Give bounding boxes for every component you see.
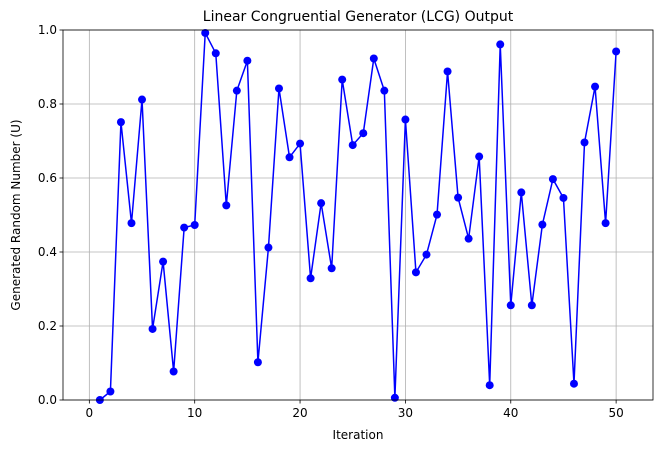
data-point [591, 82, 600, 91]
data-point [232, 86, 241, 95]
data-point [327, 264, 336, 273]
data-point [338, 75, 347, 84]
data-point [443, 67, 452, 76]
data-point [454, 193, 463, 202]
data-point [612, 47, 621, 56]
data-point [127, 219, 136, 228]
data-point [296, 139, 305, 148]
y-tick-label: 0.2 [38, 319, 57, 333]
data-point [369, 54, 378, 63]
y-axis-label: Generated Random Number (U) [9, 119, 23, 310]
data-point [390, 393, 399, 402]
data-point [580, 138, 589, 147]
x-tick-label: 30 [398, 406, 413, 420]
data-point [190, 220, 199, 229]
data-point [475, 152, 484, 161]
x-tick-label: 50 [608, 406, 623, 420]
data-point [201, 28, 210, 37]
data-point [106, 387, 115, 396]
data-point [380, 86, 389, 95]
x-tick-label: 20 [292, 406, 307, 420]
data-point [548, 175, 557, 184]
data-point [116, 118, 125, 127]
x-tick-label: 40 [503, 406, 518, 420]
data-point [538, 220, 547, 229]
y-axis: 0.0 0.2 0.4 0.6 0.8 1.0 [38, 23, 63, 407]
chart-title: Linear Congruential Generator (LCG) Outp… [203, 9, 514, 25]
data-point [243, 56, 252, 65]
series-lcg [95, 28, 621, 404]
data-point [517, 188, 526, 197]
data-point [433, 210, 442, 219]
data-point [359, 129, 368, 138]
data-point [317, 199, 326, 208]
data-point [169, 367, 178, 376]
x-tick-label: 10 [187, 406, 202, 420]
data-point [559, 193, 568, 202]
y-tick-label: 0.6 [38, 171, 57, 185]
y-tick-label: 0.8 [38, 97, 57, 111]
x-tick-label: 0 [86, 406, 94, 420]
data-point [138, 95, 147, 104]
data-point [601, 219, 610, 228]
y-tick-label: 1.0 [38, 23, 57, 37]
x-axis: 0 10 20 30 40 50 [86, 400, 624, 420]
data-point [401, 115, 410, 124]
x-axis-label: Iteration [333, 428, 384, 442]
data-point [496, 40, 505, 49]
data-point [527, 301, 536, 310]
data-point [506, 301, 515, 310]
data-point [348, 141, 357, 150]
data-point [411, 268, 420, 277]
data-point [253, 358, 262, 367]
data-point [569, 379, 578, 388]
data-point [180, 223, 189, 232]
data-point [306, 274, 315, 283]
y-tick-label: 0.0 [38, 393, 57, 407]
data-point [274, 84, 283, 93]
data-point [264, 243, 273, 252]
data-point [485, 381, 494, 390]
data-point [159, 257, 168, 266]
data-point [211, 49, 220, 58]
data-point [464, 234, 473, 243]
data-point [148, 324, 157, 333]
plot-area-frame [62, 29, 654, 401]
data-point [422, 250, 431, 259]
y-tick-label: 0.4 [38, 245, 57, 259]
data-point [222, 201, 231, 210]
data-point [285, 153, 294, 162]
